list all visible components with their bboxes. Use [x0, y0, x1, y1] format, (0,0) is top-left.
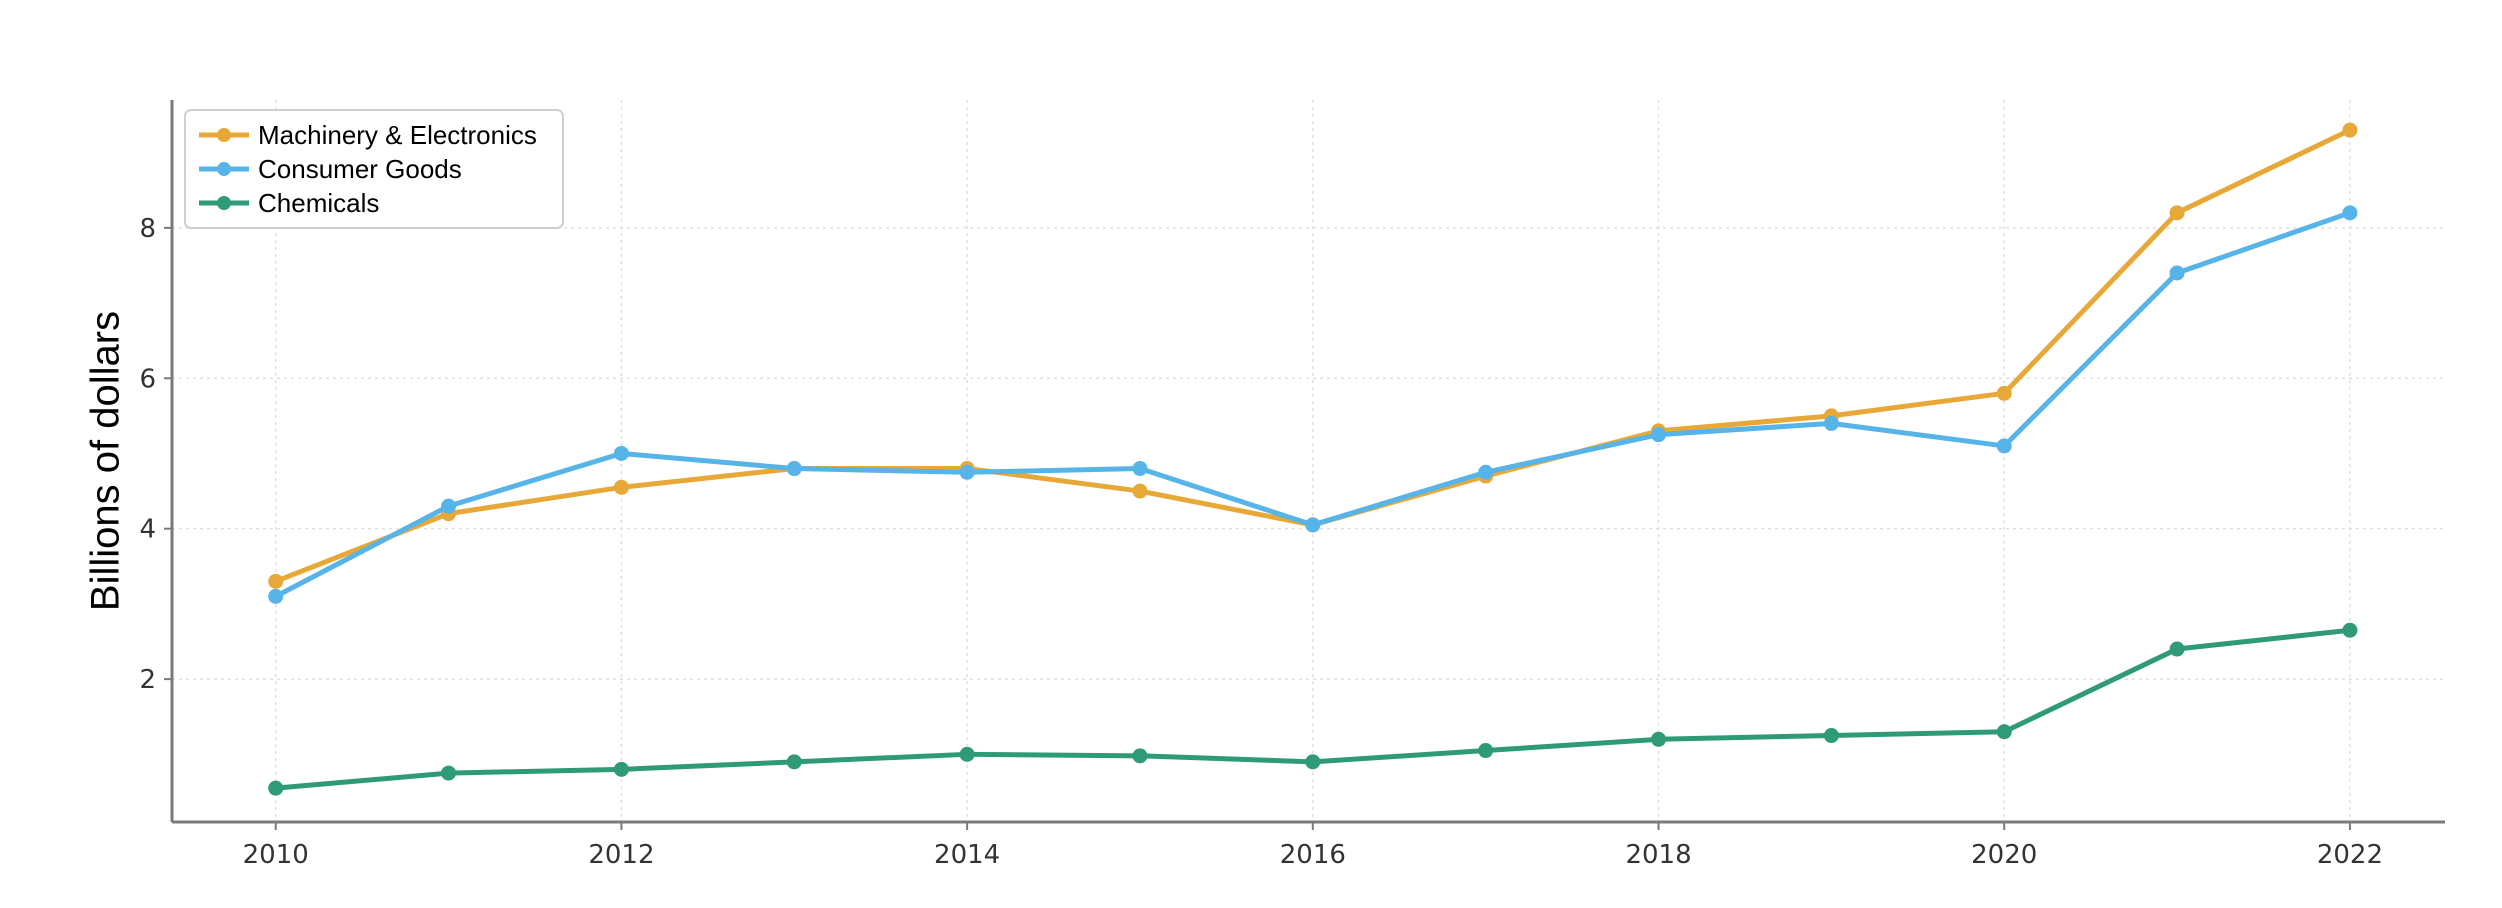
- series-group: [268, 205, 2358, 604]
- legend: Machinery & Electronics Consumer Goods Che…: [184, 109, 564, 229]
- legend-swatch-marker: [217, 162, 231, 176]
- data-point: [441, 765, 457, 781]
- x-tick-label: 2016: [1280, 840, 1346, 870]
- x-tick-label: 2018: [1625, 840, 1691, 870]
- y-axis-label: Billions of dollars: [84, 311, 128, 611]
- data-point: [1996, 385, 2012, 401]
- data-point: [1305, 517, 1321, 533]
- data-point: [2342, 122, 2358, 138]
- legend-label: Chemicals: [258, 188, 379, 218]
- data-point: [613, 479, 629, 495]
- data-point: [1996, 724, 2012, 740]
- legend-swatch-marker: [217, 196, 231, 210]
- data-point: [268, 588, 284, 604]
- legend-label: Consumer Goods: [258, 154, 462, 184]
- x-tick-label: 2010: [243, 840, 309, 870]
- data-point: [441, 498, 457, 514]
- data-point: [1996, 438, 2012, 454]
- x-tick-label: 2020: [1971, 840, 2037, 870]
- data-point: [959, 746, 975, 762]
- x-tick-label: 2012: [588, 840, 654, 870]
- series: [268, 122, 2358, 796]
- x-tick-label: 2014: [934, 840, 1000, 870]
- y-tick-label: 4: [139, 515, 156, 545]
- data-point: [268, 780, 284, 796]
- data-point: [959, 464, 975, 480]
- data-point: [1651, 427, 1667, 443]
- y-tick-label: 2: [139, 665, 156, 695]
- data-point: [613, 445, 629, 461]
- data-point: [613, 761, 629, 777]
- data-point: [1823, 728, 1839, 744]
- data-point: [2169, 265, 2185, 281]
- data-point: [1132, 461, 1148, 477]
- data-point: [1823, 415, 1839, 431]
- data-point: [2342, 205, 2358, 221]
- data-point: [2169, 641, 2185, 657]
- y-tick-label: 6: [139, 364, 156, 394]
- data-point: [786, 754, 802, 770]
- data-point: [2169, 205, 2185, 221]
- x-tick-label: 2022: [2317, 840, 2383, 870]
- data-point: [786, 461, 802, 477]
- data-point: [1478, 464, 1494, 480]
- data-point: [268, 573, 284, 589]
- series-group: [268, 622, 2358, 796]
- data-point: [1132, 483, 1148, 499]
- axes: 2010 2012 2014 2016 2018 2020 2022 2 4 6 8: [139, 100, 2445, 870]
- legend-swatch-marker: [217, 128, 231, 142]
- data-point: [1478, 743, 1494, 759]
- data-point: [1651, 731, 1667, 747]
- data-point: [1132, 748, 1148, 764]
- data-point: [2342, 622, 2358, 638]
- data-point: [1305, 754, 1321, 770]
- y-tick-label: 8: [139, 214, 156, 244]
- legend-box: [184, 109, 564, 229]
- legend-label: Machinery & Electronics: [258, 120, 537, 150]
